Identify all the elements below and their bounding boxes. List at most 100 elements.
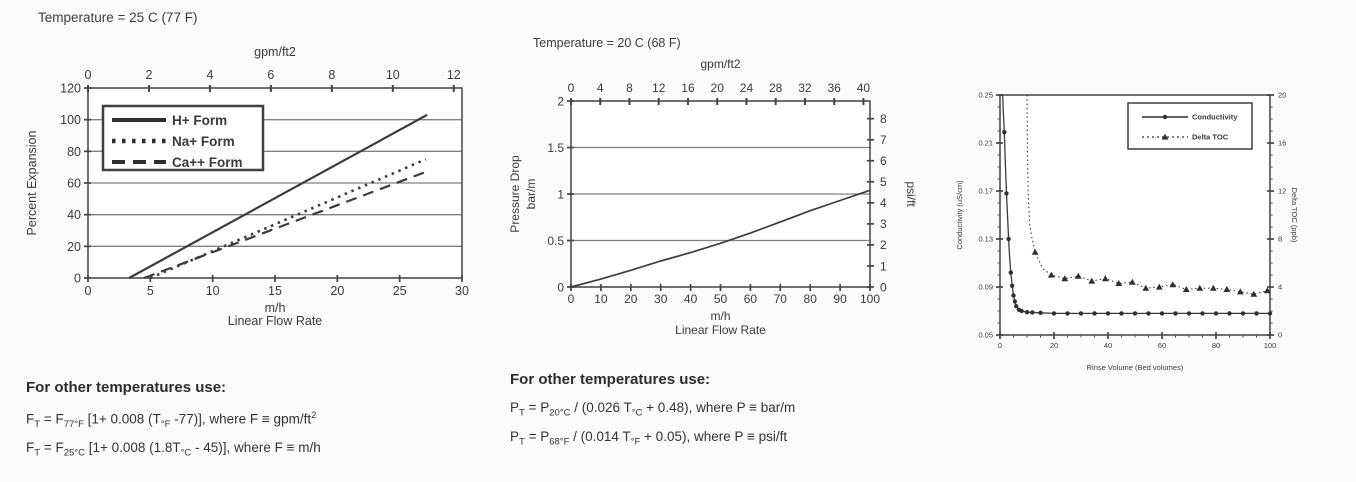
svg-text:0.25: 0.25: [978, 91, 993, 100]
svg-text:32: 32: [798, 81, 812, 95]
svg-text:20: 20: [624, 292, 638, 306]
svg-text:Na+ Form: Na+ Form: [172, 134, 235, 149]
svg-text:60: 60: [1158, 341, 1166, 350]
svg-text:0: 0: [568, 292, 575, 306]
svg-text:60: 60: [744, 292, 758, 306]
svg-text:Delta TOC (ppb): Delta TOC (ppb): [1290, 188, 1299, 243]
svg-text:30: 30: [455, 284, 469, 298]
svg-text:100: 100: [860, 292, 880, 306]
svg-text:20: 20: [711, 81, 725, 95]
svg-text:6: 6: [267, 68, 274, 82]
pressure-chart-title: Temperature = 20 C (68 F): [533, 36, 681, 50]
svg-text:0: 0: [880, 280, 887, 294]
svg-text:0.21: 0.21: [978, 139, 993, 148]
svg-text:1.5: 1.5: [547, 141, 564, 155]
svg-text:5: 5: [147, 284, 154, 298]
svg-text:24: 24: [740, 81, 754, 95]
svg-text:1: 1: [880, 259, 887, 273]
formula-line: FT = F25°C [1+ 0.008 (1.8T°C - 45)], whe…: [26, 440, 321, 459]
svg-text:psi/ft: psi/ft: [904, 181, 918, 207]
svg-text:20: 20: [67, 240, 81, 254]
svg-text:20: 20: [1278, 91, 1286, 100]
svg-text:0.17: 0.17: [978, 187, 993, 196]
svg-text:Pressure Drop: Pressure Drop: [508, 155, 522, 233]
note-heading: For other temperatures use:: [26, 379, 227, 396]
svg-text:6: 6: [880, 154, 887, 168]
svg-text:40: 40: [684, 292, 698, 306]
svg-text:Linear Flow Rate: Linear Flow Rate: [675, 323, 766, 337]
svg-text:0: 0: [85, 284, 92, 298]
svg-text:36: 36: [827, 81, 841, 95]
svg-text:4: 4: [1278, 283, 1282, 292]
svg-text:0: 0: [568, 81, 575, 95]
svg-text:2: 2: [880, 238, 887, 252]
svg-text:40: 40: [67, 208, 81, 222]
svg-text:10: 10: [206, 284, 220, 298]
svg-text:4: 4: [880, 196, 887, 210]
svg-text:4: 4: [206, 68, 213, 82]
svg-text:m/h: m/h: [710, 309, 730, 323]
formula-line: FT = F77°F [1+ 0.008 (T°F -77)], where F…: [26, 410, 317, 431]
svg-text:16: 16: [1278, 139, 1286, 148]
svg-text:12: 12: [1278, 187, 1286, 196]
svg-text:28: 28: [769, 81, 783, 95]
svg-text:0: 0: [85, 68, 92, 82]
svg-text:5: 5: [880, 175, 887, 189]
expansion-temperature-note: For other temperatures use: FT = F77°F […: [26, 379, 321, 465]
svg-text:0.09: 0.09: [978, 283, 993, 292]
svg-text:20: 20: [1050, 341, 1058, 350]
svg-text:80: 80: [804, 292, 818, 306]
svg-text:0: 0: [998, 341, 1002, 350]
svg-text:gpm/ft2: gpm/ft2: [254, 45, 296, 59]
formula-line: PT = P20°C / (0.026 T°C + 0.48), where P…: [510, 400, 796, 419]
svg-text:Conductivity: Conductivity: [1192, 113, 1238, 122]
svg-text:100: 100: [60, 113, 81, 127]
svg-text:0: 0: [557, 280, 564, 294]
svg-text:12: 12: [447, 68, 461, 82]
note-heading: For other temperatures use:: [510, 371, 711, 388]
svg-text:50: 50: [714, 292, 728, 306]
svg-text:8: 8: [626, 81, 633, 95]
formula-line: PT = P68°F / (0.014 T°F + 0.05), where P…: [510, 428, 788, 448]
svg-text:0.05: 0.05: [978, 331, 993, 340]
svg-text:40: 40: [1104, 341, 1112, 350]
svg-text:m/h: m/h: [265, 301, 286, 315]
expansion-chart-title: Temperature = 25 C (77 F): [38, 10, 198, 25]
svg-text:Linear Flow Rate: Linear Flow Rate: [228, 314, 323, 328]
svg-text:80: 80: [67, 145, 81, 159]
svg-text:8: 8: [328, 68, 335, 82]
svg-text:0: 0: [74, 272, 81, 286]
svg-text:Rinse Volume (Bed volumes): Rinse Volume (Bed volumes): [1087, 363, 1184, 372]
svg-text:2: 2: [145, 68, 152, 82]
svg-text:20: 20: [330, 284, 344, 298]
svg-text:0.13: 0.13: [978, 235, 993, 244]
svg-text:40: 40: [857, 81, 871, 95]
pressure-temperature-note: For other temperatures use: PT = P20°C /…: [510, 371, 795, 453]
svg-text:30: 30: [654, 292, 668, 306]
svg-text:10: 10: [386, 68, 400, 82]
svg-text:0.5: 0.5: [547, 234, 564, 248]
svg-text:gpm/ft2: gpm/ft2: [700, 57, 740, 71]
svg-text:16: 16: [681, 81, 695, 95]
svg-text:15: 15: [268, 284, 282, 298]
svg-text:H+ Form: H+ Form: [172, 113, 227, 128]
svg-text:10: 10: [594, 292, 608, 306]
svg-text:2: 2: [557, 94, 564, 108]
svg-text:25: 25: [393, 284, 407, 298]
svg-text:3: 3: [880, 217, 887, 231]
svg-text:8: 8: [880, 112, 887, 126]
svg-text:90: 90: [833, 292, 847, 306]
svg-text:12: 12: [652, 81, 666, 95]
svg-text:120: 120: [60, 82, 81, 96]
svg-text:Conductivity (uS/cm): Conductivity (uS/cm): [955, 180, 964, 250]
svg-text:1: 1: [557, 187, 564, 201]
svg-text:100: 100: [1264, 341, 1277, 350]
svg-text:4: 4: [597, 81, 604, 95]
svg-text:80: 80: [1212, 341, 1220, 350]
svg-text:0: 0: [1278, 331, 1282, 340]
svg-text:Delta TOC: Delta TOC: [1192, 133, 1229, 142]
